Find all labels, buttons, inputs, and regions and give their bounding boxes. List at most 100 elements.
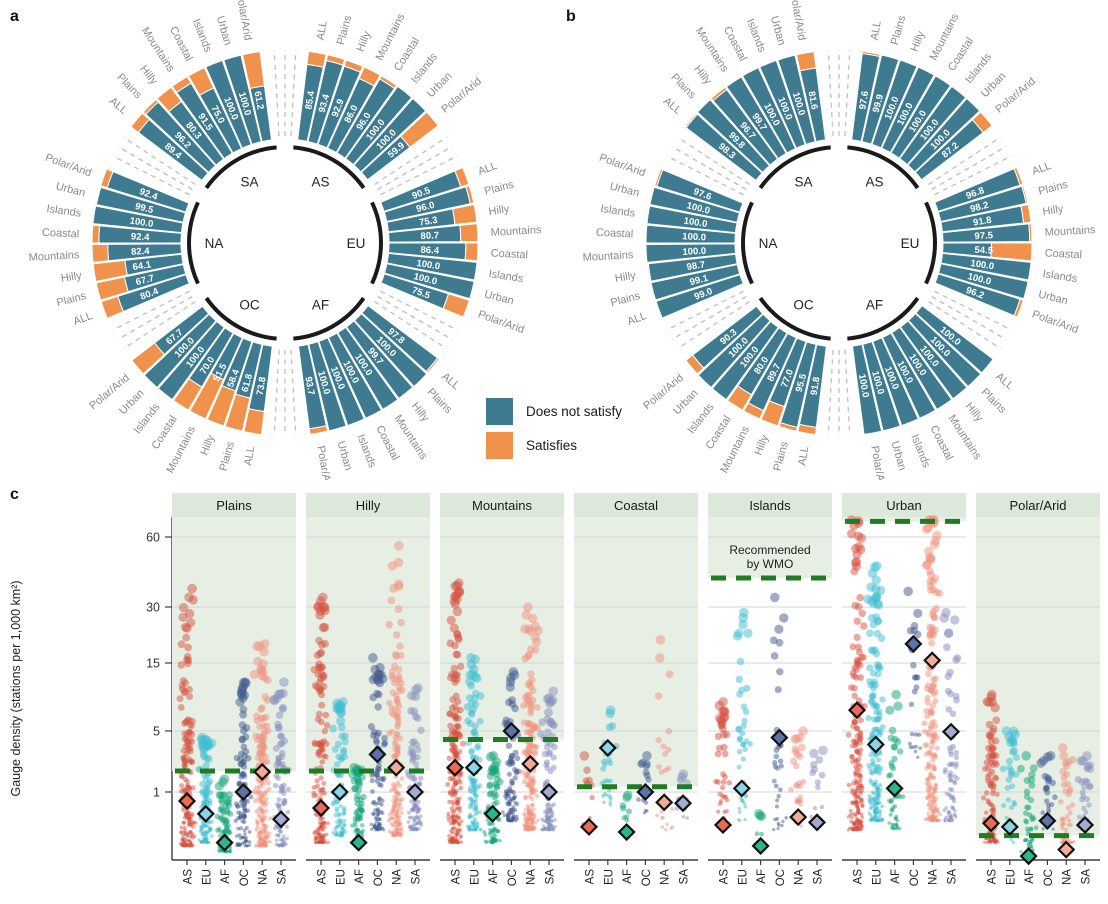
strip-point	[872, 726, 879, 733]
strip-point	[643, 808, 648, 813]
strip-point	[311, 785, 317, 790]
strip-point	[819, 804, 825, 810]
bar-satisfies	[241, 51, 266, 90]
strip-point	[324, 841, 328, 845]
category-label: Plains	[425, 386, 455, 416]
strip-point	[277, 828, 282, 833]
strip-point	[265, 780, 271, 786]
strip-point	[264, 808, 269, 814]
strip-point	[199, 828, 204, 832]
strip-point	[218, 804, 225, 812]
strip-point	[448, 704, 456, 712]
strip-point	[788, 787, 794, 793]
strip-point	[414, 814, 419, 819]
bar-does-not-satisfy	[646, 205, 738, 234]
strip-point	[715, 713, 725, 723]
strip-point	[605, 723, 614, 731]
strip-point	[527, 709, 535, 717]
strip-point	[448, 821, 453, 826]
sector-label: NA	[759, 236, 778, 251]
strip-point	[371, 672, 381, 682]
strip-point	[866, 582, 876, 592]
strip-point	[988, 802, 994, 807]
strip-point	[933, 786, 938, 791]
strip-point	[553, 825, 557, 829]
strip-point	[321, 780, 327, 786]
category-label: Polar/Arid	[476, 308, 525, 336]
strip-point	[869, 669, 877, 677]
strip-point	[455, 723, 462, 731]
strip-point	[914, 674, 921, 681]
strip-point	[1060, 840, 1064, 845]
strip-point	[890, 765, 897, 772]
strip-point	[855, 761, 861, 767]
strip-point	[225, 802, 232, 809]
strip-point	[1004, 785, 1011, 791]
sector-gap-dashed-line	[290, 50, 297, 137]
strip-point	[342, 818, 347, 823]
category-label: Islands	[190, 17, 214, 54]
bar-satisfies	[189, 372, 225, 420]
bar-does-not-satisfy	[890, 75, 952, 159]
strip-point	[714, 750, 722, 758]
strip-point	[323, 722, 331, 729]
strip-point	[601, 758, 608, 765]
bar-does-not-satisfy	[899, 320, 968, 400]
strip-point	[1060, 826, 1065, 831]
strip-point	[846, 782, 852, 788]
strip-point	[317, 825, 322, 830]
strip-point	[340, 831, 344, 835]
strip-point	[467, 681, 476, 690]
legend: Does not satisfy Satisfies	[486, 398, 622, 466]
strip-point	[506, 802, 511, 807]
bar-satisfies	[398, 386, 414, 400]
strip-point	[1068, 756, 1077, 764]
bar-value-label: 86.4	[420, 245, 440, 257]
strip-point	[873, 814, 878, 818]
strip-point	[390, 782, 396, 787]
sector-gap-dashed-line	[934, 290, 1012, 331]
strip-point	[188, 738, 195, 745]
strip-point	[320, 822, 324, 827]
strip-point	[389, 728, 395, 735]
strip-point	[265, 840, 269, 844]
strip-point	[859, 783, 864, 789]
strip-point	[776, 668, 784, 676]
bar-value-label: 100.0	[129, 216, 154, 230]
bar-does-not-satisfy	[645, 224, 736, 244]
strip-point	[394, 748, 401, 754]
category-label: Hilly	[199, 433, 218, 457]
strip-point	[391, 833, 395, 837]
strip-point	[1062, 759, 1070, 767]
strip-point	[818, 771, 826, 779]
strip-point	[773, 783, 779, 789]
strip-point	[413, 741, 421, 749]
strip-point	[457, 823, 462, 827]
strip-point	[924, 713, 931, 720]
strip-point	[317, 828, 322, 833]
strip-point	[282, 834, 286, 838]
strip-point	[526, 749, 532, 756]
strip-point	[932, 675, 939, 682]
facet-strip	[306, 493, 430, 517]
strip-point	[925, 777, 931, 782]
strip-point	[178, 612, 188, 622]
bar-does-not-satisfy	[915, 304, 994, 374]
strip-point	[856, 805, 860, 810]
strip-point	[526, 783, 532, 788]
bar-satisfies	[861, 50, 881, 58]
sector-gap-dashed-line	[123, 136, 196, 185]
bar-satisfies	[379, 75, 398, 90]
strip-point	[369, 777, 375, 784]
strip-point	[341, 808, 347, 813]
strip-point	[865, 714, 872, 722]
strip-point	[875, 662, 884, 671]
strip-point	[721, 750, 729, 758]
strip-point	[395, 687, 403, 695]
strip-point	[794, 783, 801, 789]
strip-point	[272, 745, 280, 752]
strip-point	[275, 711, 284, 720]
bar-satisfies	[1020, 203, 1032, 224]
strip-point	[776, 794, 781, 799]
category-label: ALL	[869, 20, 884, 41]
